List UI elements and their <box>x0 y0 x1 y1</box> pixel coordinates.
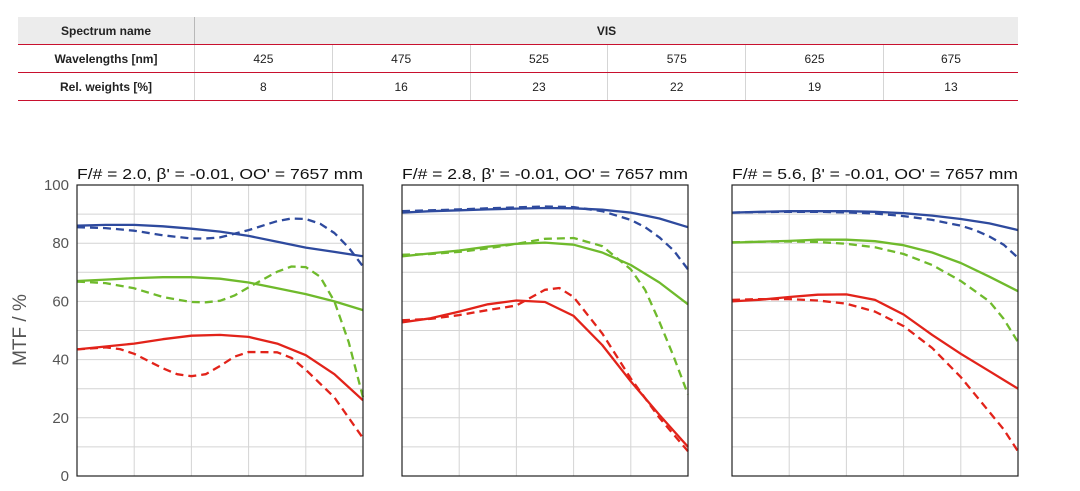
mtf-curve-green-solid <box>76 276 364 312</box>
weight-cell: 13 <box>882 72 1018 101</box>
mtf-curve-blue-solid <box>401 206 689 229</box>
mtf-curve-red-solid <box>731 293 1019 390</box>
y-tick-label: 40 <box>52 352 69 369</box>
wavelength-cell: 575 <box>607 44 746 73</box>
y-tick-label: 100 <box>44 177 69 194</box>
weights-label: Rel. weights [%] <box>18 72 195 101</box>
y-axis-title: MTF / % <box>10 294 31 366</box>
mtf-curve-blue-dashed <box>401 205 689 271</box>
mtf-curve-green-dashed <box>76 265 365 398</box>
plot-frame <box>401 184 689 477</box>
mtf-curve-blue-dashed <box>76 217 364 268</box>
wavelengths-row: Wavelengths [nm] 425 475 525 575 625 675 <box>18 44 1018 73</box>
wavelength-cell: 425 <box>194 44 333 73</box>
mtf-curve-blue-dashed <box>731 210 1019 259</box>
weights-row: Rel. weights [%] 8 16 23 22 19 13 <box>18 72 1018 101</box>
mtf-curve-green-solid <box>401 241 689 306</box>
mtf-curve-blue-solid <box>76 223 364 258</box>
panel-title: F/# = 5.6, β' = -0.01, OO' = 7657 mm <box>732 166 1018 183</box>
mtf-curve-red-dashed <box>76 346 364 439</box>
spectrum-header-row: Spectrum name VIS <box>18 17 1018 45</box>
mtf-curve-red-dashed <box>401 286 689 453</box>
wavelength-cell: 625 <box>745 44 884 73</box>
wavelengths-label: Wavelengths [nm] <box>18 44 195 73</box>
weight-cell: 22 <box>607 72 746 101</box>
mtf-curve-green-dashed <box>731 240 1019 343</box>
spectrum-name-label: Spectrum name <box>18 17 195 45</box>
wavelength-cell: 475 <box>331 44 471 73</box>
y-tick-label: 0 <box>61 468 69 485</box>
y-tick-label: 60 <box>52 293 69 310</box>
mtf-curve-blue-solid <box>731 210 1019 232</box>
spectrum-table: Spectrum name VIS Wavelengths [nm] 425 4… <box>18 17 1018 101</box>
y-tick-label: 20 <box>52 410 69 427</box>
weight-cell: 16 <box>331 72 471 101</box>
plot-frame <box>731 184 1019 477</box>
mtf-charts: MTF / % 100 80 60 40 20 0 F/# = 2.0, β' = -0.0… <box>10 166 1019 485</box>
y-tick-label: 80 <box>52 235 69 252</box>
mtf-curve-red-solid <box>76 333 364 402</box>
panel-title: F/# = 2.8, β' = -0.01, OO' = 7657 mm <box>402 166 688 183</box>
plot-frame <box>76 184 364 477</box>
wavelength-cell: 675 <box>882 44 1018 73</box>
weight-cell: 19 <box>745 72 884 101</box>
spectrum-name-value: VIS <box>194 17 1018 45</box>
mtf-curve-red-dashed <box>731 297 1019 452</box>
mtf-curve-green-dashed <box>401 236 690 395</box>
mtf-curve-green-solid <box>731 238 1019 293</box>
wavelength-cell: 525 <box>469 44 608 73</box>
mtf-curve-red-solid <box>401 299 689 448</box>
weight-cell: 8 <box>194 72 333 101</box>
panel-title: F/# = 2.0, β' = -0.01, OO' = 7657 mm <box>77 166 363 183</box>
weight-cell: 23 <box>469 72 608 101</box>
